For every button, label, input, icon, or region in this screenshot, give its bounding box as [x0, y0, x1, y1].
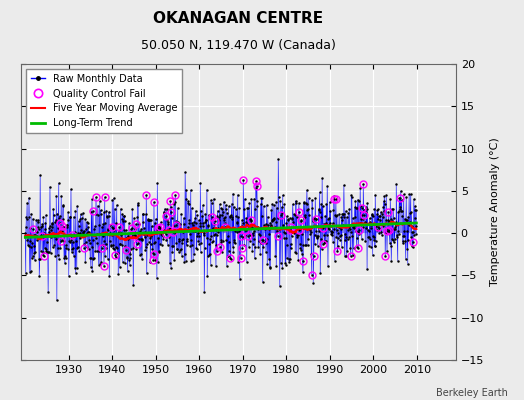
Y-axis label: Temperature Anomaly (°C): Temperature Anomaly (°C): [489, 138, 500, 286]
Text: Berkeley Earth: Berkeley Earth: [436, 388, 508, 398]
Legend: Raw Monthly Data, Quality Control Fail, Five Year Moving Average, Long-Term Tren: Raw Monthly Data, Quality Control Fail, …: [26, 69, 182, 133]
Text: OKANAGAN CENTRE: OKANAGAN CENTRE: [154, 10, 323, 26]
Text: 50.050 N, 119.470 W (Canada): 50.050 N, 119.470 W (Canada): [141, 39, 336, 52]
